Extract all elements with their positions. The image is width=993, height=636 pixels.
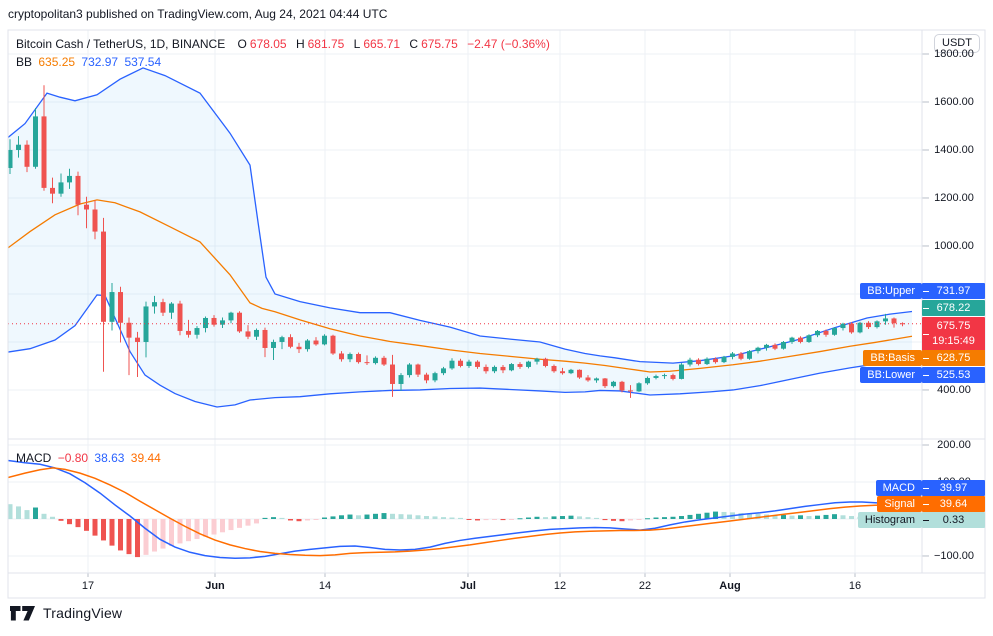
- time-tick-label: 16: [848, 580, 862, 592]
- price-tick-label: 1600.00: [934, 95, 974, 108]
- axis-tag-bb-upper: BB:Upper: [860, 283, 922, 299]
- bb-upper-value: 732.97: [81, 55, 119, 69]
- bb-basis-line: [8, 199, 913, 373]
- macd-legend: MACD −0.80 38.63 39.44: [16, 451, 164, 465]
- attribution-text: cryptopolitan3 published on TradingView.…: [8, 7, 388, 21]
- axis-chip-signal: 39.64: [922, 496, 985, 512]
- vertical-gridlines: [87, 30, 856, 577]
- footer-branding: TradingView: [10, 605, 122, 621]
- macd-line-value: 38.63: [94, 451, 125, 465]
- axis-chip-bb-lower: 525.53: [922, 367, 985, 383]
- price-tick-label: 1200.00: [934, 191, 974, 204]
- time-tick-label: 17: [81, 580, 95, 592]
- bb-indicator-title[interactable]: BB: [16, 55, 33, 69]
- axis-chip-histogram: 0.33: [922, 512, 985, 528]
- tradingview-logo-icon[interactable]: [10, 605, 36, 621]
- currency-toggle-button[interactable]: USDT: [934, 34, 980, 53]
- axis-chip-macd: 39.97: [922, 480, 985, 496]
- axis-tag-bb-basis: BB:Basis: [863, 350, 922, 366]
- candles-layer: [8, 85, 905, 398]
- axis-chip-last-close: 678.22: [922, 300, 985, 316]
- macd-signal-value: 39.44: [130, 451, 161, 465]
- bb-fill-area: [8, 67, 912, 408]
- price-tick-label: 1800.00: [934, 48, 974, 60]
- bb-basis-value: 635.25: [38, 55, 76, 69]
- price-tick-label: 400.00: [937, 383, 971, 396]
- time-tick-label: Jul: [460, 580, 476, 592]
- axis-tag-histogram: Histogram: [857, 512, 922, 528]
- price-tick-label: 1000.00: [934, 239, 974, 252]
- macd-gridlines: [8, 444, 929, 557]
- change-value: −2.47 (−0.36%): [467, 37, 550, 51]
- ohlc-high: H 681.75: [295, 37, 345, 51]
- ohlc-low: L 665.71: [353, 37, 401, 51]
- main-gridlines: [8, 53, 929, 391]
- axis-chip-bb-upper: 731.97: [922, 283, 985, 299]
- macd-histogram-value: −0.80: [57, 451, 89, 465]
- macd-indicator-title[interactable]: MACD: [16, 451, 52, 465]
- axis-tag-macd: MACD: [875, 480, 922, 496]
- axis-chip-current-price: 675.75 19:15:49: [922, 317, 985, 351]
- main-legend: Bitcoin Cash / TetherUS, 1D, BINANCE O 67…: [16, 37, 553, 51]
- bb-lower-value: 537.54: [124, 55, 162, 69]
- macd-signal-line: [8, 467, 903, 557]
- symbol-title[interactable]: Bitcoin Cash / TetherUS, 1D, BINANCE: [16, 37, 226, 51]
- brand-name[interactable]: TradingView: [43, 605, 123, 621]
- bb-upper-band-line: [8, 67, 913, 364]
- time-tick-label: Jun: [205, 580, 225, 592]
- macd-tick-label: 200.00: [937, 438, 971, 451]
- time-tick-label: 14: [318, 580, 332, 592]
- bb-lower-band-line: [8, 294, 913, 408]
- bb-legend: BB 635.25 732.97 537.54: [16, 55, 164, 69]
- macd-line: [8, 459, 903, 559]
- ohlc-close: C 675.75: [409, 37, 458, 51]
- axis-tag-signal: Signal: [877, 496, 922, 512]
- price-tick-label: 1400.00: [934, 143, 974, 156]
- macd-tick-label: −100.00: [933, 549, 975, 562]
- axis-chip-bb-basis: 628.75: [922, 350, 985, 366]
- ohlc-open: O 678.05: [237, 37, 287, 51]
- time-tick-label: Aug: [719, 580, 741, 592]
- time-tick-label: 22: [638, 580, 652, 592]
- time-tick-label: 12: [553, 580, 567, 592]
- axis-tag-bb-lower: BB:Lower: [860, 367, 922, 383]
